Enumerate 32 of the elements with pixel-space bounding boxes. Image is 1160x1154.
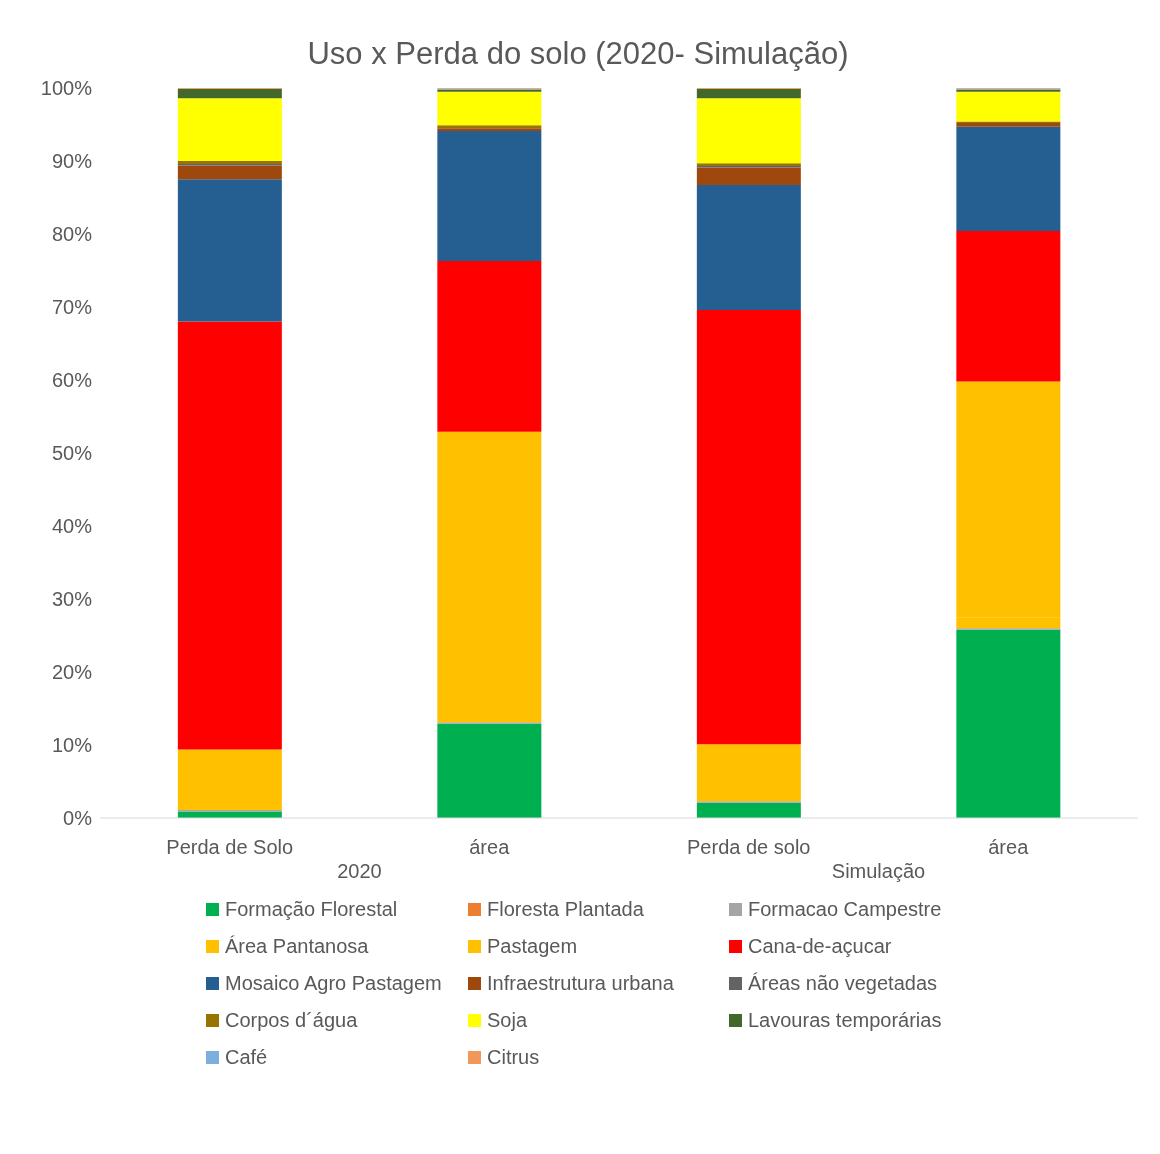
- legend-label: Cana-de-açucar: [748, 935, 892, 958]
- legend-label: Área Pantanosa: [225, 935, 369, 958]
- text: 2020: [336, 860, 383, 883]
- legend-label: Café: [225, 1046, 268, 1069]
- y-tick-label: 0%: [63, 807, 93, 830]
- y-tick-label: 30%: [51, 588, 93, 611]
- y-tick-label: 100%: [40, 77, 93, 100]
- legend-label: Formacao Campestre: [748, 898, 942, 921]
- legend-label: Citrus: [487, 1046, 540, 1069]
- y-tick-label: 10%: [51, 734, 93, 757]
- legend-label: Formação Florestal: [225, 898, 398, 921]
- x-tick-label: área: [469, 836, 511, 859]
- legend-label: Pastagem: [487, 935, 578, 958]
- y-tick-label: 70%: [51, 296, 93, 319]
- y-tick-label: 40%: [51, 515, 93, 538]
- x-tick-label: Perda de solo: [687, 836, 811, 859]
- y-tick-label: 50%: [51, 442, 93, 465]
- legend-label: Lavouras temporárias: [748, 1009, 942, 1032]
- legend-label: Infraestrutura urbana: [487, 972, 674, 995]
- x-tick-label: área: [988, 836, 1030, 859]
- y-tick-label: 60%: [51, 369, 93, 392]
- y-tick-label: 80%: [51, 223, 93, 246]
- legend-label: Mosaico Agro Pastagem: [225, 972, 442, 995]
- text: Simulação: [830, 860, 927, 883]
- legend-label: Corpos d´água: [225, 1009, 358, 1032]
- y-tick-label: 90%: [51, 150, 93, 173]
- legend-label: Soja: [487, 1009, 528, 1032]
- y-tick-label: 20%: [51, 661, 93, 684]
- x-tick-label: Perda de Solo: [166, 836, 294, 859]
- chart-title: Uso x Perda do solo (2020- Simulação): [306, 36, 850, 72]
- legend-label: Áreas não vegetadas: [748, 972, 938, 995]
- legend-label: Floresta Plantada: [487, 898, 644, 921]
